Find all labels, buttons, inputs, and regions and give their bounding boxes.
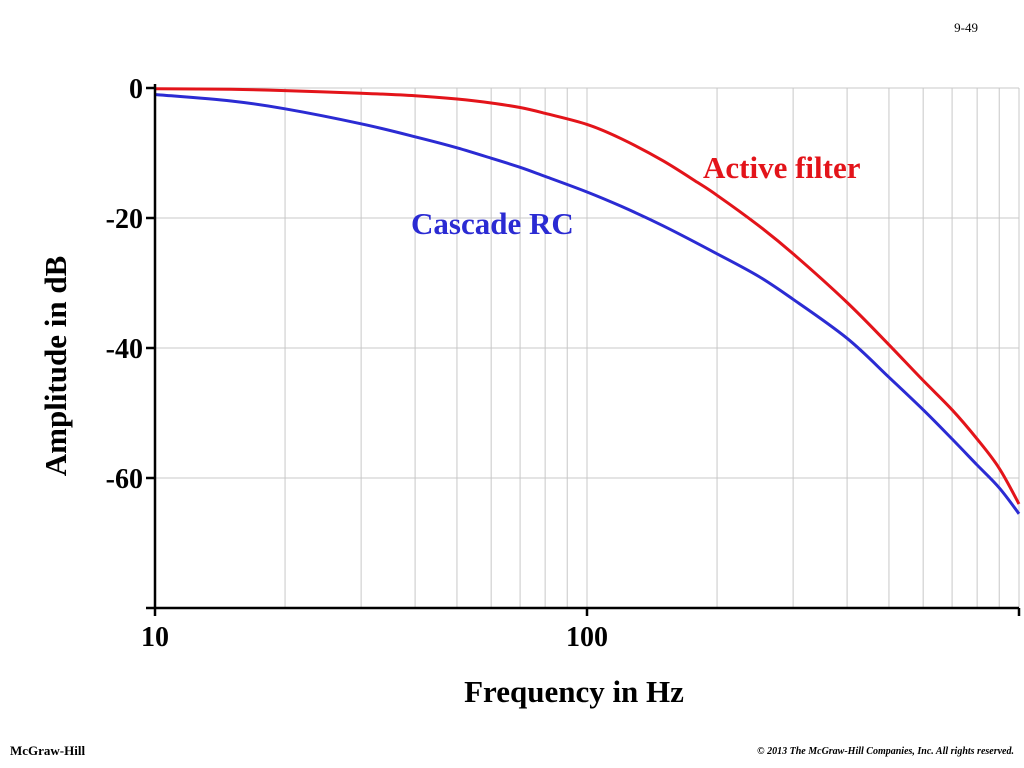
- axes: [146, 84, 1021, 616]
- series-lines: [154, 87, 1021, 515]
- x-tick-label-10: 10: [141, 622, 169, 653]
- y-tick-label--40: -40: [106, 334, 143, 365]
- slide-number: 9-49: [954, 20, 978, 35]
- series-line-active-filter: [154, 87, 1021, 505]
- y-tick-label-0: 0: [129, 74, 143, 105]
- series-line-cascade-rc: [154, 93, 1021, 515]
- y-tick-labels: 0 -20 -40 -60: [106, 74, 143, 495]
- copyright-notice: © 2013 The McGraw-Hill Companies, Inc. A…: [757, 746, 1014, 757]
- x-axis-title: Frequency in Hz: [464, 674, 684, 709]
- series-label-cascade-rc: Cascade RC: [411, 206, 574, 241]
- publisher-name: McGraw-Hill: [10, 743, 86, 758]
- x-tick-label-100: 100: [566, 622, 608, 653]
- y-tick-label--60: -60: [106, 464, 143, 495]
- grid-lines: [155, 87, 1020, 608]
- y-tick-label--20: -20: [106, 204, 143, 235]
- series-label-active-filter: Active filter: [703, 150, 861, 185]
- y-axis-title: Amplitude in dB: [38, 256, 73, 477]
- x-tick-labels: 10 100: [141, 622, 608, 653]
